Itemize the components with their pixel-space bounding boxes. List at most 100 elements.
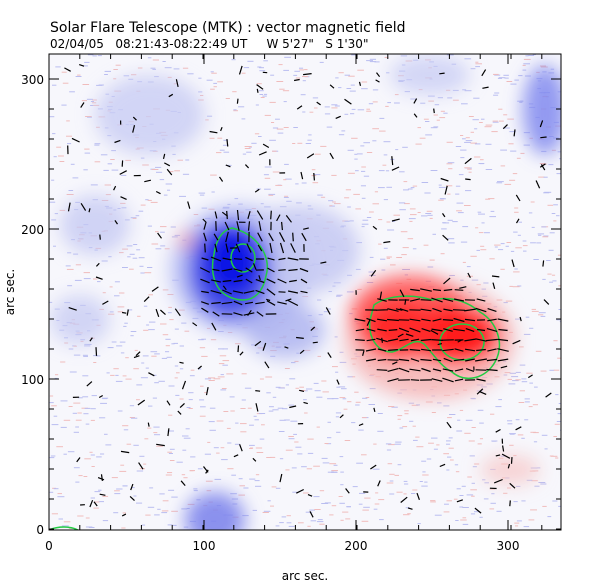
vector-field bbox=[64, 64, 552, 518]
field-vector bbox=[288, 268, 298, 272]
field-vector bbox=[366, 328, 376, 332]
negative-patch-topleft bbox=[95, 75, 205, 155]
field-vector bbox=[213, 233, 219, 241]
field-vector bbox=[366, 338, 376, 342]
field-vector bbox=[257, 244, 263, 252]
field-vector bbox=[306, 153, 315, 159]
field-vector bbox=[442, 319, 454, 321]
field-vector bbox=[391, 166, 400, 171]
field-vector bbox=[399, 289, 405, 298]
field-vector bbox=[157, 232, 162, 239]
field-vector bbox=[80, 202, 87, 211]
field-vector bbox=[300, 278, 308, 284]
field-vector bbox=[303, 401, 308, 405]
y-tick-300: 300 bbox=[21, 73, 44, 87]
field-vector bbox=[167, 428, 170, 437]
field-vector bbox=[238, 65, 243, 75]
field-vector bbox=[376, 72, 381, 78]
field-vector bbox=[410, 358, 420, 362]
field-vector bbox=[93, 501, 98, 507]
field-vector bbox=[266, 278, 276, 284]
field-vector bbox=[100, 474, 103, 481]
field-vector bbox=[225, 231, 229, 243]
field-vector bbox=[180, 480, 186, 486]
field-vector bbox=[233, 268, 243, 272]
negative-inner-contour bbox=[230, 243, 256, 273]
field-vector bbox=[266, 298, 271, 302]
figure-title: Solar Flare Telescope (MTK) : vector mag… bbox=[50, 20, 406, 36]
field-vector bbox=[420, 288, 432, 292]
field-vector bbox=[205, 386, 209, 396]
field-vector bbox=[336, 379, 340, 385]
field-vector bbox=[252, 457, 257, 462]
field-vector bbox=[211, 301, 221, 305]
field-vector bbox=[497, 318, 509, 322]
field-vector bbox=[88, 208, 91, 213]
field-vector bbox=[486, 328, 498, 332]
field-vector bbox=[395, 308, 403, 311]
field-vector bbox=[267, 257, 275, 261]
field-vector bbox=[409, 298, 421, 302]
positive-outer-contour bbox=[368, 295, 501, 380]
field-vector bbox=[475, 307, 487, 313]
y-tick-0: 0 bbox=[36, 523, 44, 537]
field-vector bbox=[464, 318, 476, 322]
field-vector bbox=[404, 299, 407, 305]
field-vector bbox=[474, 507, 482, 514]
field-vector bbox=[500, 365, 508, 369]
field-vector bbox=[203, 466, 209, 473]
field-vector bbox=[509, 482, 516, 489]
field-vector bbox=[320, 261, 327, 264]
negative-patch-bottom bbox=[185, 492, 245, 530]
field-vector bbox=[313, 172, 315, 181]
field-vector bbox=[413, 113, 418, 118]
field-vector bbox=[464, 308, 476, 312]
field-vector bbox=[452, 309, 466, 311]
field-vector bbox=[388, 349, 398, 351]
field-vector bbox=[137, 399, 146, 406]
x-tick-0: 0 bbox=[45, 539, 53, 553]
field-vector bbox=[226, 210, 228, 220]
field-vector bbox=[68, 307, 77, 311]
field-vector bbox=[400, 496, 408, 503]
field-vector bbox=[309, 511, 314, 518]
field-vector bbox=[143, 296, 150, 303]
y-axis-label: arc sec. bbox=[3, 269, 17, 315]
field-vector bbox=[507, 463, 511, 469]
field-vector bbox=[420, 299, 432, 301]
field-vector bbox=[299, 349, 305, 355]
field-vector bbox=[285, 298, 292, 302]
field-vector bbox=[443, 288, 453, 292]
field-vector bbox=[269, 242, 273, 254]
field-vector bbox=[256, 210, 264, 220]
field-vector bbox=[542, 260, 545, 267]
minor-ticks bbox=[48, 54, 561, 530]
field-vector bbox=[509, 500, 511, 507]
field-vector bbox=[432, 358, 442, 362]
field-vector bbox=[365, 348, 377, 352]
field-vector bbox=[453, 358, 465, 362]
field-vector bbox=[497, 338, 509, 342]
field-vector bbox=[545, 392, 552, 398]
field-vector bbox=[262, 342, 267, 351]
field-vector bbox=[493, 478, 503, 484]
field-vector bbox=[398, 327, 410, 333]
field-vector bbox=[442, 368, 454, 372]
field-vector bbox=[376, 369, 388, 371]
field-vector bbox=[482, 86, 489, 89]
field-vector bbox=[535, 180, 541, 189]
field-vector bbox=[454, 348, 464, 352]
field-vector bbox=[98, 394, 103, 399]
field-vector bbox=[397, 333, 404, 338]
field-vector bbox=[391, 218, 400, 222]
field-vector bbox=[122, 311, 127, 314]
field-vector bbox=[454, 368, 464, 372]
field-vector bbox=[515, 218, 520, 224]
field-vector bbox=[245, 267, 253, 273]
field-vector bbox=[236, 209, 240, 221]
field-vector bbox=[296, 336, 304, 339]
field-vector bbox=[519, 316, 522, 322]
positive-core-west bbox=[360, 300, 440, 360]
field-vector bbox=[254, 188, 260, 193]
negative-outer-contour bbox=[211, 227, 268, 301]
